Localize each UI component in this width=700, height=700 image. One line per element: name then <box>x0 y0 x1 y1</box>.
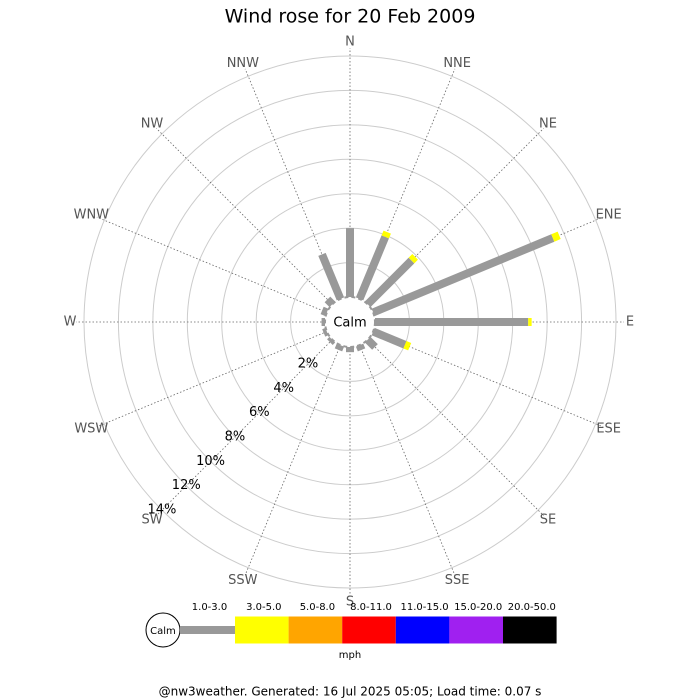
r-tick-label: 10% <box>196 454 225 469</box>
direction-label: WNW <box>74 207 110 222</box>
legend-swatch <box>235 616 289 644</box>
legend-swatch <box>395 616 450 644</box>
legend-label: 3.0-5.0 <box>246 602 281 613</box>
bar-segment <box>364 257 415 308</box>
spoke <box>155 339 333 517</box>
r-tick-label: 12% <box>172 478 201 493</box>
bar-segment <box>371 234 555 317</box>
r-tick-label: 2% <box>298 357 319 372</box>
r-tick-label: 8% <box>225 430 246 445</box>
legend-label: 8.0-11.0 <box>350 602 392 613</box>
direction-label: ENE <box>596 207 622 222</box>
grid-ring <box>83 55 617 589</box>
spoke <box>359 344 456 576</box>
direction-label: SSE <box>445 573 470 588</box>
footer: @nw3weather. Generated: 16 Jul 2025 05:0… <box>159 685 542 699</box>
r-tick-label: 4% <box>273 381 294 396</box>
direction-label: E <box>626 315 634 330</box>
direction-label: NW <box>141 117 164 132</box>
bar-segment <box>322 327 329 337</box>
legend-swatch <box>288 616 343 644</box>
direction-label: NE <box>539 117 557 132</box>
spoke <box>96 216 328 313</box>
legend-swatch <box>180 626 235 634</box>
legend-swatch <box>449 616 503 644</box>
legend-calm-label: Calm <box>150 626 176 637</box>
bar-segment <box>381 230 391 239</box>
calm-label: Calm <box>333 316 366 331</box>
bar-segment <box>371 327 407 349</box>
legend-swatch <box>342 616 396 644</box>
chart-title: Wind rose for 20 Feb 2009 <box>225 6 476 28</box>
direction-label: NNE <box>443 56 471 71</box>
legend-label: 1.0-3.0 <box>192 602 227 613</box>
direction-label: WSW <box>74 422 108 437</box>
direction-label: NNW <box>227 56 259 71</box>
bar-segment <box>334 343 345 352</box>
unit-label: mph <box>339 650 361 661</box>
spoke <box>244 344 341 576</box>
legend-swatch <box>503 616 557 644</box>
spoke <box>367 339 545 517</box>
spoke <box>155 127 333 305</box>
calm-circle <box>324 296 376 348</box>
spoke <box>96 331 328 428</box>
bar-segment <box>318 252 345 301</box>
direction-label: SSW <box>228 573 258 588</box>
bar-segment <box>364 336 378 350</box>
bar-segment <box>355 235 389 301</box>
legend-label: 20.0-50.0 <box>508 602 556 613</box>
direction-label: SW <box>141 512 162 527</box>
legend-label: 11.0-15.0 <box>401 602 449 613</box>
r-tick-label: 6% <box>249 405 270 420</box>
bar-segment <box>403 341 412 351</box>
direction-label: SE <box>540 512 556 527</box>
spoke <box>359 68 456 300</box>
bar-segment <box>551 231 561 242</box>
spoke <box>367 127 545 305</box>
direction-label: S <box>346 595 354 610</box>
legend-label: 15.0-20.0 <box>454 602 502 613</box>
bar-segment <box>408 254 418 264</box>
direction-label: ESE <box>596 422 621 437</box>
spoke <box>244 68 341 300</box>
r-tick-label: 14% <box>147 503 176 518</box>
spoke <box>372 331 604 428</box>
direction-label: N <box>345 35 355 50</box>
legend-label: 5.0-8.0 <box>300 602 335 613</box>
bar-segment <box>324 296 336 308</box>
spoke <box>372 216 604 313</box>
direction-label: W <box>64 315 77 330</box>
